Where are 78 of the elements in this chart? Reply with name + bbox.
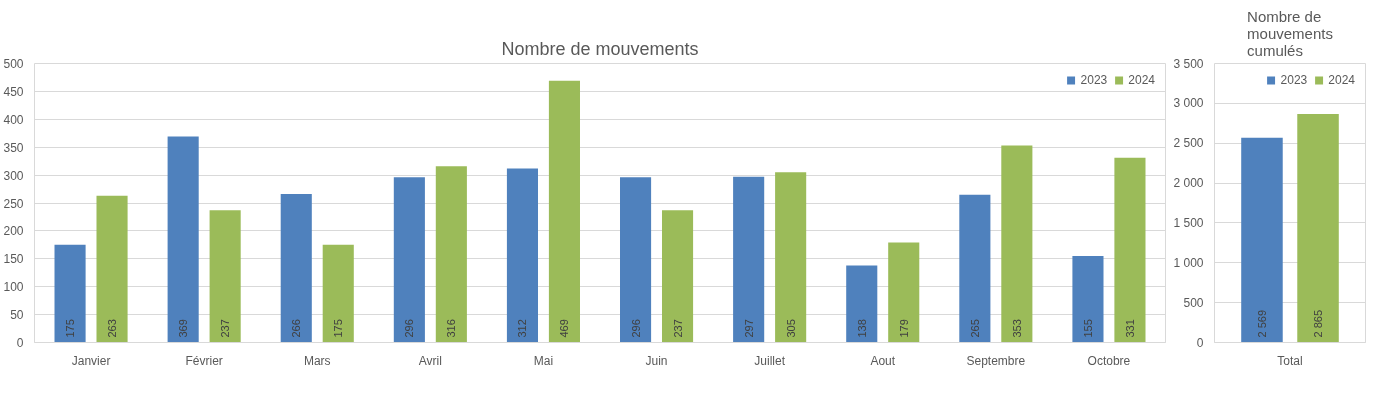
y-tick-label: 1 500 — [1173, 215, 1204, 230]
data-label: 237 — [671, 319, 684, 338]
bar — [620, 177, 652, 343]
y-tick-label: 3 500 — [1173, 56, 1204, 71]
data-label: 296 — [403, 319, 416, 338]
data-label: 297 — [742, 319, 755, 338]
y-tick-label: 400 — [3, 112, 24, 127]
bar — [548, 80, 580, 343]
bar — [846, 265, 878, 343]
data-label: 266 — [290, 319, 303, 338]
y-tick-label: 2 500 — [1173, 136, 1204, 151]
data-label: 316 — [445, 319, 458, 338]
x-tick-label: Aout — [870, 353, 896, 368]
y-tick-label: 0 — [16, 336, 24, 350]
bar — [54, 244, 86, 343]
y-tick-label: 350 — [3, 140, 24, 155]
bar — [435, 166, 467, 343]
bar — [959, 194, 991, 343]
bar — [775, 172, 807, 343]
x-tick-label: Total — [1277, 353, 1303, 368]
data-label: 138 — [855, 319, 868, 338]
legend-label: 2024 — [1328, 73, 1355, 87]
legend-label: 2024 — [1128, 73, 1155, 87]
y-tick-label: 2 000 — [1173, 176, 1204, 191]
x-tick-label: Janvier — [71, 353, 111, 368]
data-label: 296 — [629, 319, 642, 338]
data-label: 353 — [1010, 319, 1023, 338]
y-tick-label: 300 — [3, 168, 24, 183]
y-tick-label: 1 000 — [1173, 255, 1204, 270]
y-tick-label: 200 — [3, 224, 24, 239]
chart-title: Nombre de mouvements — [501, 38, 699, 59]
legend-label: 2023 — [1080, 73, 1108, 87]
x-tick-label: Septembre — [966, 353, 1026, 368]
x-tick-label: Juillet — [754, 353, 786, 368]
data-label: 179 — [897, 319, 910, 338]
data-label: 305 — [784, 319, 797, 338]
data-label: 331 — [1123, 319, 1136, 338]
y-tick-label: 450 — [3, 84, 24, 99]
x-tick-label: Avril — [418, 353, 442, 368]
bar — [506, 168, 539, 343]
x-tick-label: Octobre — [1087, 353, 1131, 368]
x-tick-label: Février — [185, 353, 223, 368]
bar — [322, 244, 354, 343]
x-tick-label: Mars — [303, 353, 331, 368]
bar — [1001, 145, 1033, 343]
bar — [96, 195, 128, 343]
data-label: 369 — [177, 319, 190, 338]
y-tick-label: 50 — [10, 308, 24, 323]
legend-label: 2023 — [1280, 73, 1308, 87]
data-label: 265 — [968, 319, 981, 338]
data-label: 237 — [219, 319, 232, 338]
y-tick-label: 150 — [3, 252, 24, 267]
bar — [1072, 256, 1104, 343]
y-tick-label: 250 — [3, 196, 24, 211]
data-label: 2 569 — [1255, 309, 1268, 338]
bar — [393, 177, 425, 343]
data-label: 263 — [106, 319, 119, 338]
data-label: 2 865 — [1312, 309, 1325, 338]
y-tick-label: 100 — [3, 280, 24, 295]
y-tick-label: 0 — [1196, 335, 1204, 350]
x-tick-label: Juin — [645, 353, 668, 368]
data-label: 175 — [64, 319, 77, 338]
y-tick-label: 500 — [1183, 295, 1204, 310]
bar — [661, 210, 694, 343]
y-tick-label: 3 000 — [1173, 96, 1204, 111]
data-label: 155 — [1081, 319, 1094, 338]
data-label: 312 — [516, 319, 529, 338]
bar — [209, 210, 241, 343]
bar — [167, 136, 199, 343]
data-label: 469 — [558, 319, 571, 338]
bar — [1114, 157, 1146, 343]
x-tick-label: Mai — [533, 353, 554, 368]
bar — [888, 242, 920, 343]
bar — [733, 176, 765, 343]
bar — [280, 194, 312, 343]
y-tick-label: 500 — [3, 57, 24, 71]
chart-title: Nombre de mouvements cumulés — [1247, 7, 1333, 59]
data-label: 175 — [332, 319, 345, 338]
